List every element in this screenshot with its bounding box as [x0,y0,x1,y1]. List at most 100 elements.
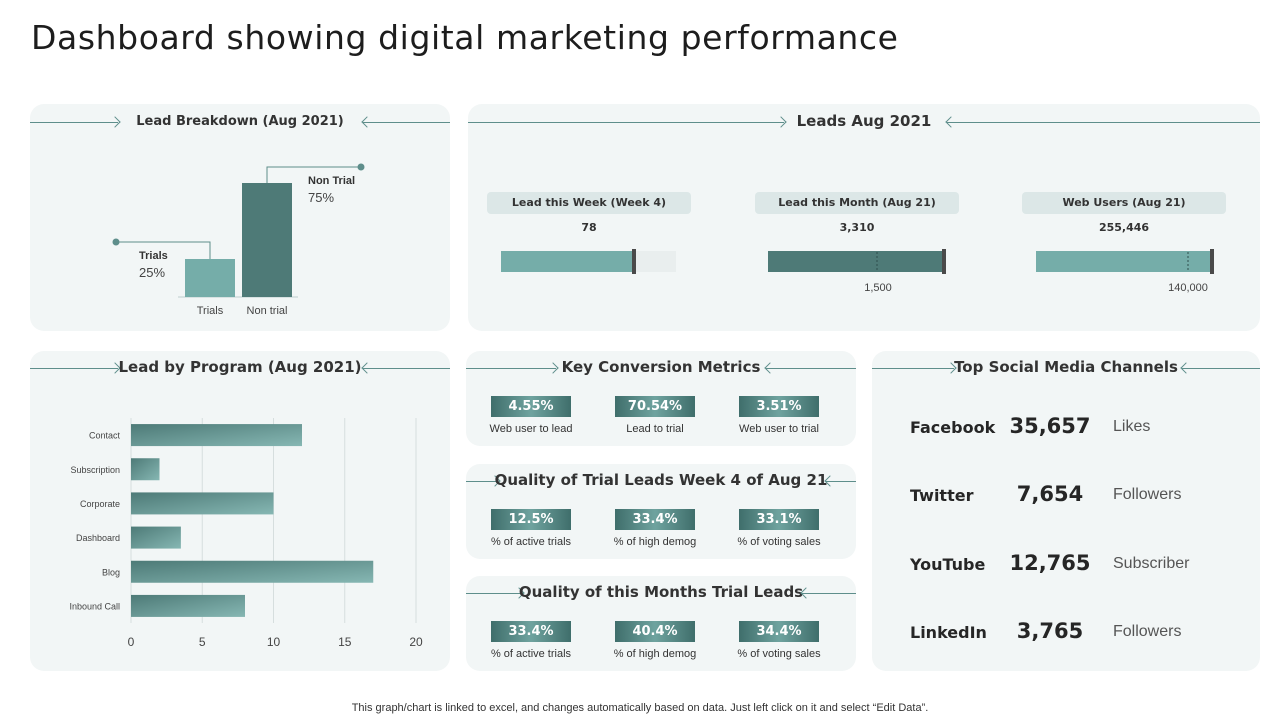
social-row-youtube: YouTube 12,765 Subscriber [872,551,1260,581]
trials-callout-name: Trials [139,250,168,262]
kpi-week-label: Lead this Week (Week 4) [487,192,691,214]
metric-value: 34.4% [739,621,819,642]
quality-month-metric-3: 34.4% % of voting sales [714,621,844,660]
channel-name: Facebook [910,418,996,437]
non-trial-callout-dot [357,163,365,171]
quality-week-metric-3: 33.1% % of voting sales [714,509,844,548]
key-conversion-header: Key Conversion Metrics [466,358,856,379]
lead-by-program-y-tick: Blog [102,567,120,577]
leads-aug-panel: Leads Aug 2021 Lead this Week (Week 4) 7… [468,104,1260,331]
lead-by-program-y-tick: Dashboard [76,533,120,543]
channel-unit: Subscriber [1113,555,1190,572]
metric-value: 3.51% [739,396,819,417]
social-header: Top Social Media Channels [872,358,1260,379]
lead-by-program-bar-subscription [131,458,160,481]
metric-value: 33.1% [739,509,819,530]
metric-value: 33.4% [491,621,571,642]
leads-aug-title: Leads Aug 2021 [796,112,932,130]
lead-by-program-y-tick: Contact [89,431,121,441]
metric-label: % of high demog [613,536,697,548]
lead-breakdown-header: Lead Breakdown (Aug 2021) [30,113,450,133]
social-row-linkedin: LinkedIn 3,765 Followers [872,619,1260,649]
channel-unit: Followers [1113,623,1182,640]
kpi-web-users-label: Web Users (Aug 21) [1022,192,1226,214]
metric-label: % of voting sales [737,536,821,548]
key-conversion-panel: Key Conversion Metrics 4.55% Web user to… [466,351,856,446]
lead-by-program-x-tick: 5 [199,635,206,649]
lead-breakdown-tick-label: Non trial [247,305,288,317]
lead-by-program-bar-dashboard [131,526,181,549]
lead-breakdown-bar-trials [185,259,235,297]
conversion-metric-2: 70.54% Lead to trial [590,396,720,435]
channel-unit: Followers [1113,486,1182,503]
lead-by-program-panel: Lead by Program (Aug 2021) 0 5 10 15 20 Cont… [30,351,450,671]
lead-breakdown-chart: Trials Non trial Trials 25% Non Trial 75% [112,163,365,317]
metric-label: Lead to trial [626,423,684,435]
lead-by-program-x-tick: 20 [409,635,423,649]
metric-label: % of active trials [490,648,572,660]
non-trial-callout-line [266,166,361,183]
trials-callout-value: 25% [139,265,165,280]
lead-by-program-y-tick: Corporate [80,499,120,509]
kpi-month-value: 3,310 [839,221,875,234]
channel-name: YouTube [910,555,986,574]
lead-by-program-x-tick: 10 [267,635,281,649]
metric-label: % of voting sales [737,648,821,660]
lead-breakdown-panel: Lead Breakdown (Aug 2021) Trials Non tria… [30,104,450,331]
social-panel: Top Social Media Channels Facebook 35,65… [872,351,1260,671]
lead-by-program-bar-blog [131,560,374,583]
leads-aug-header: Leads Aug 2021 [468,112,1260,133]
channel-unit: Likes [1113,418,1151,435]
trials-callout-dot [112,238,120,246]
quality-week-metric-1: 12.5% % of active trials [466,509,596,548]
kpi-month-label: Lead this Month (Aug 21) [755,192,959,214]
kpi-web-users-target-label: 140,000 [1168,282,1208,294]
lead-by-program-x-tick: 0 [128,635,135,649]
channel-value: 35,657 [1009,414,1091,438]
channel-name: Twitter [910,486,974,505]
quality-month-title: Quality of this Months Trial Leads [518,583,804,601]
quality-month-header: Quality of this Months Trial Leads [466,583,856,604]
quality-month-metric-2: 40.4% % of high demog [590,621,720,660]
non-trial-callout-value: 75% [308,190,334,205]
lead-by-program-bar-corporate [131,492,274,515]
kpi-bar-fill [501,251,634,272]
metric-label: % of active trials [490,536,572,548]
kpi-bar-marker [632,249,636,274]
footnote: This graph/chart is linked to excel, and… [351,702,929,714]
lead-by-program-x-tick: 15 [338,635,352,649]
channel-value: 12,765 [1009,551,1091,575]
metric-value: 40.4% [615,621,695,642]
channel-name: LinkedIn [910,623,987,642]
key-conversion-title: Key Conversion Metrics [561,358,761,376]
kpi-bar-fill [768,251,944,272]
page-title: Dashboard showing digital marketing perf… [31,18,899,57]
trials-callout-line [116,241,211,259]
channel-value: 7,654 [1016,482,1084,506]
metric-label: % of high demog [613,648,697,660]
channel-value: 3,765 [1016,619,1084,643]
conversion-metric-3: 3.51% Web user to trial [714,396,844,435]
metric-value: 70.54% [615,396,695,417]
kpi-month-target-label: 1,500 [864,282,892,294]
kpi-bullet-charts [501,249,1214,274]
kpi-week-value: 78 [581,221,597,234]
lead-breakdown-tick-label: Trials [197,305,224,317]
lead-by-program-y-tick: Subscription [70,465,120,475]
quality-month-metric-1: 33.4% % of active trials [466,621,596,660]
metric-value: 12.5% [491,509,571,530]
metric-value: 33.4% [615,509,695,530]
lead-by-program-title: Lead by Program (Aug 2021) [118,358,362,376]
kpi-bar-marker [942,249,946,274]
lead-breakdown-title: Lead Breakdown (Aug 2021) [136,114,344,129]
lead-by-program-header: Lead by Program (Aug 2021) [30,358,450,379]
quality-week-metric-2: 33.4% % of high demog [590,509,720,548]
non-trial-callout-name: Non Trial [308,175,355,187]
kpi-bar-marker [1210,249,1214,274]
social-row-facebook: Facebook 35,657 Likes [872,414,1260,444]
lead-by-program-bar-contact [131,424,302,447]
social-row-twitter: Twitter 7,654 Followers [872,482,1260,512]
quality-week-panel: Quality of Trial Leads Week 4 of Aug 21 … [466,464,856,559]
lead-by-program-y-tick: Inbound Call [69,601,120,611]
social-title: Top Social Media Channels [954,358,1178,376]
